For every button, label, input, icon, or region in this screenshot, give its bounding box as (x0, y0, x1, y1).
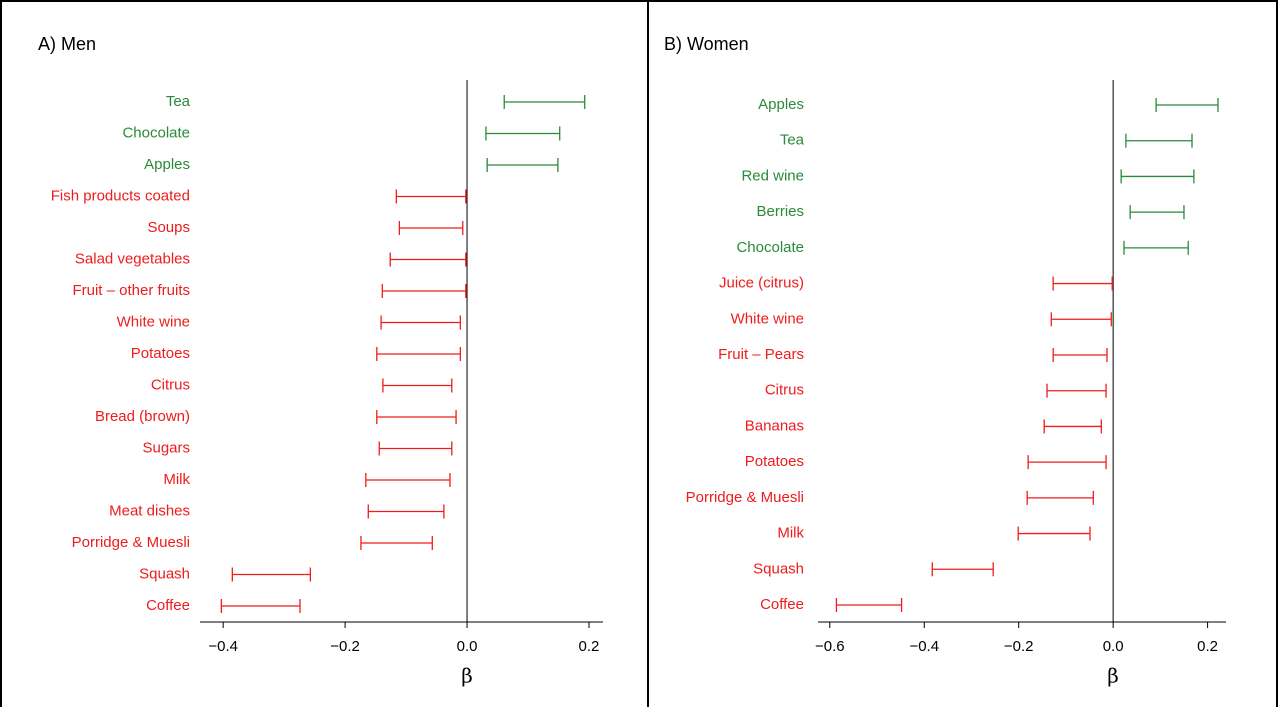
category-label: Chocolate (736, 239, 804, 256)
category-label: Coffee (760, 596, 804, 613)
panel-title: A) Men (38, 34, 96, 54)
category-label: Salad vegetables (75, 250, 190, 267)
category-label: Coffee (146, 597, 190, 614)
category-label: Tea (780, 132, 805, 149)
category-label: Potatoes (745, 453, 804, 470)
category-label: Potatoes (131, 345, 190, 362)
category-label: Apples (758, 96, 804, 113)
category-label: Apples (144, 156, 190, 173)
category-label: Meat dishes (109, 502, 190, 519)
category-label: Sugars (142, 439, 190, 456)
x-tick-label: 0.0 (457, 638, 478, 655)
category-label: White wine (731, 310, 804, 327)
category-label: Soups (147, 219, 190, 236)
category-label: White wine (117, 313, 190, 330)
category-label: Bananas (745, 417, 804, 434)
panel-title: B) Women (664, 34, 749, 54)
category-label: Citrus (151, 376, 190, 393)
category-label: Tea (166, 93, 191, 110)
x-axis-label: β (1107, 664, 1119, 688)
category-label: Berries (756, 203, 804, 220)
x-tick-label: −0.6 (815, 638, 845, 655)
x-tick-label: 0.0 (1103, 638, 1124, 655)
category-label: Fish products coated (51, 187, 190, 204)
category-label: Porridge & Muesli (686, 489, 804, 506)
category-label: Bread (brown) (95, 408, 190, 425)
x-tick-label: 0.2 (1197, 638, 1218, 655)
x-tick-label: −0.2 (330, 638, 360, 655)
category-label: Milk (163, 471, 190, 488)
category-label: Squash (139, 565, 190, 582)
x-tick-label: −0.2 (1004, 638, 1034, 655)
x-tick-label: −0.4 (208, 638, 238, 655)
x-tick-label: 0.2 (579, 638, 600, 655)
category-label: Citrus (765, 382, 804, 399)
x-tick-label: −0.4 (909, 638, 939, 655)
category-label: Fruit – other fruits (72, 282, 190, 299)
category-label: Chocolate (122, 124, 190, 141)
category-label: Milk (777, 525, 804, 542)
category-label: Fruit – Pears (718, 346, 804, 363)
category-label: Red wine (741, 167, 804, 184)
x-axis-label: β (461, 664, 473, 688)
category-label: Squash (753, 560, 804, 577)
category-label: Juice (citrus) (719, 275, 804, 292)
category-label: Porridge & Muesli (72, 534, 190, 551)
